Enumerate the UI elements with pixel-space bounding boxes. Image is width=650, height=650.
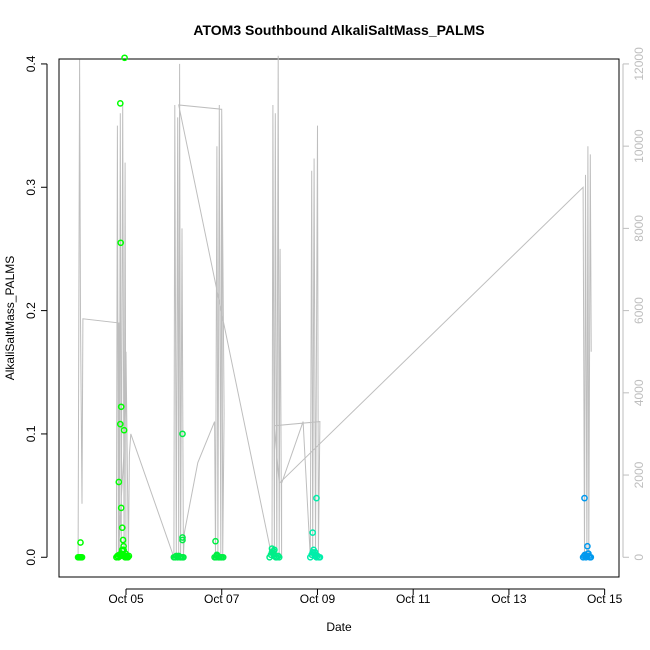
data-point (584, 542, 591, 550)
data-point (581, 494, 588, 502)
data-point (271, 546, 278, 554)
x-tick-label: Oct 11 (396, 592, 431, 606)
data-point (118, 524, 126, 532)
data-point (120, 426, 128, 434)
x-axis-label: Date (326, 620, 352, 634)
data-point (117, 504, 125, 512)
x-tick-label: Oct 13 (491, 592, 527, 606)
right-tick-label: 8000 (632, 215, 646, 242)
data-point (180, 553, 187, 561)
axes: 0.0 0.1 0.2 0.3 0.4 Oct 05 Oct 07 Oct 09 Oct 11 O… (24, 47, 646, 606)
data-point (309, 529, 317, 536)
right-axis-series (77, 55, 592, 558)
data-points (74, 54, 595, 561)
data-point (117, 403, 125, 411)
y-tick-label: 0.4 (24, 55, 38, 72)
x-tick-label: Oct 07 (204, 592, 240, 606)
right-tick-label: 4000 (632, 379, 646, 406)
x-tick-label: Oct 05 (108, 592, 144, 606)
data-point (122, 550, 129, 557)
data-point (179, 534, 186, 541)
data-point (213, 551, 221, 559)
y-tick-label: 0.3 (24, 179, 38, 196)
data-point (219, 553, 227, 561)
data-point (585, 550, 592, 557)
y-axis-label: AlkaliSaltMass_PALMS (3, 256, 17, 381)
right-tick-label: 10000 (632, 129, 646, 163)
y-tick-label: 0.1 (24, 425, 38, 442)
x-tick-label: Oct 09 (300, 592, 336, 606)
x-tick-label: Oct 15 (587, 592, 623, 606)
right-tick-label: 12000 (632, 47, 646, 81)
data-point (116, 420, 124, 428)
right-series-line (77, 55, 592, 558)
data-point (273, 553, 281, 561)
data-point (115, 478, 123, 486)
right-tick-label: 6000 (632, 297, 646, 324)
data-point (179, 536, 186, 544)
data-point (275, 553, 283, 561)
data-point (316, 553, 324, 561)
plot-frame (58, 58, 620, 578)
data-point (120, 542, 127, 550)
data-point (116, 100, 124, 107)
data-point (121, 54, 128, 62)
y-tick-label: 0.0 (24, 549, 38, 566)
right-tick-label: 0 (632, 554, 646, 561)
right-tick-label: 2000 (632, 461, 646, 488)
data-point (77, 539, 84, 546)
data-point (313, 494, 320, 502)
y-tick-label: 0.2 (24, 302, 38, 319)
data-point (179, 430, 186, 438)
chart-title: ATOM3 Southbound AlkaliSaltMass_PALMS (193, 22, 484, 38)
data-point (311, 548, 319, 556)
data-point (212, 537, 219, 545)
data-point (119, 536, 127, 544)
data-point (78, 553, 86, 561)
data-point (117, 239, 125, 247)
